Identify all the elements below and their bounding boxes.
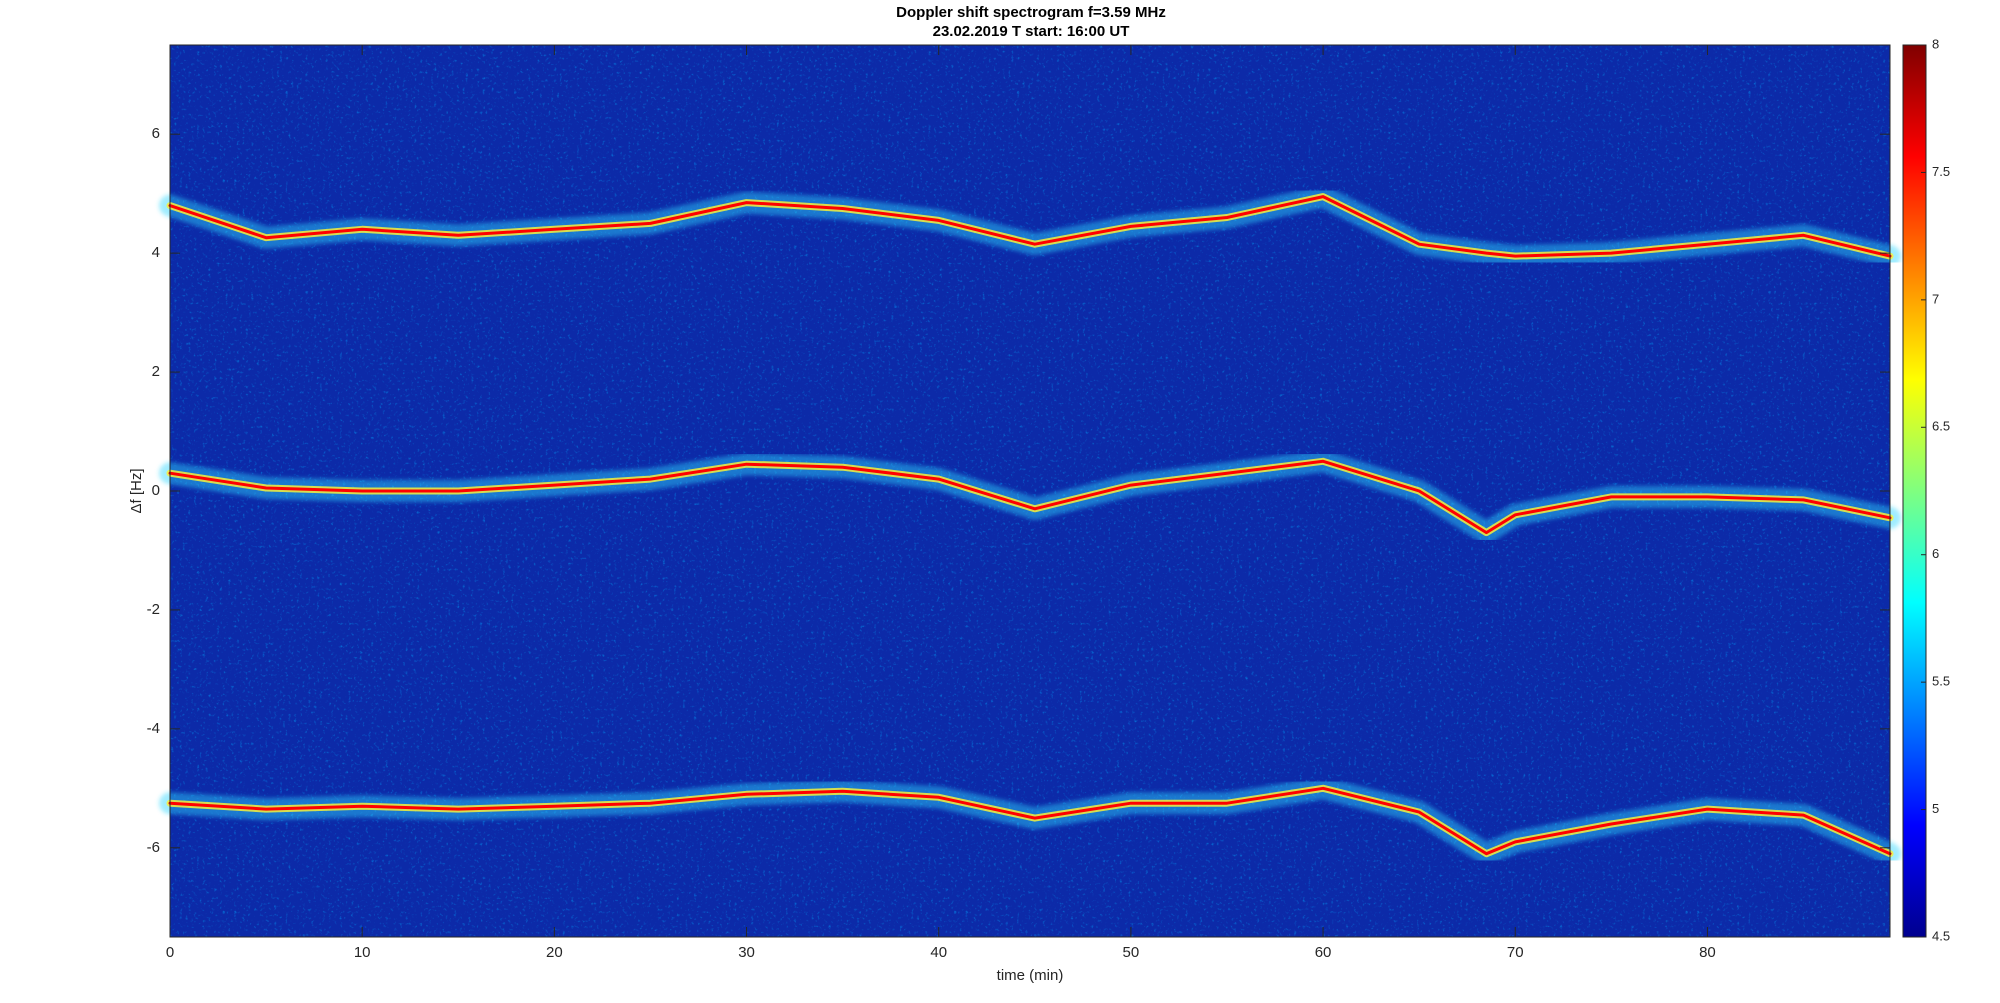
chart-title: Doppler shift spectrogram f=3.59 MHz xyxy=(896,4,1166,21)
y-tick-label: -4 xyxy=(147,720,160,737)
trace xyxy=(168,459,1892,535)
x-tick-label: 50 xyxy=(1123,944,1140,961)
y-tick-label: 2 xyxy=(152,363,160,380)
x-tick-label: 10 xyxy=(354,944,371,961)
trace xyxy=(168,786,1892,856)
x-tick-label: 20 xyxy=(546,944,563,961)
x-tick-label: 60 xyxy=(1315,944,1332,961)
y-tick-label: -6 xyxy=(147,839,160,856)
colorbar-tick-label: 5 xyxy=(1932,801,1939,816)
chart-subtitle: 23.02.2019 T start: 16:00 UT xyxy=(933,23,1130,40)
x-tick-label: 80 xyxy=(1699,944,1716,961)
x-tick-label: 70 xyxy=(1507,944,1524,961)
colorbar-tick-label: 4.5 xyxy=(1932,928,1950,943)
colorbar-tick-label: 5.5 xyxy=(1932,674,1950,689)
x-tick-label: 30 xyxy=(738,944,755,961)
y-axis-label: Δf [Hz] xyxy=(128,468,145,513)
colorbar-tick-label: 7.5 xyxy=(1932,164,1950,179)
x-tick-label: 40 xyxy=(930,944,947,961)
x-tick-label: 0 xyxy=(166,944,174,961)
colorbar-tick-label: 7 xyxy=(1932,291,1939,306)
colorbar-tick-label: 6.5 xyxy=(1932,419,1950,434)
colorbar-tick-label: 6 xyxy=(1932,546,1939,561)
y-tick-label: 0 xyxy=(152,482,160,499)
colorbar-tick-label: 8 xyxy=(1932,36,1939,51)
y-tick-label: -2 xyxy=(147,601,160,618)
trace xyxy=(168,195,1892,258)
plot-area xyxy=(159,44,1901,938)
y-tick-label: 6 xyxy=(152,125,160,142)
x-axis-label: time (min) xyxy=(997,967,1064,984)
y-tick-label: 4 xyxy=(152,244,160,261)
colorbar xyxy=(1902,44,1927,938)
